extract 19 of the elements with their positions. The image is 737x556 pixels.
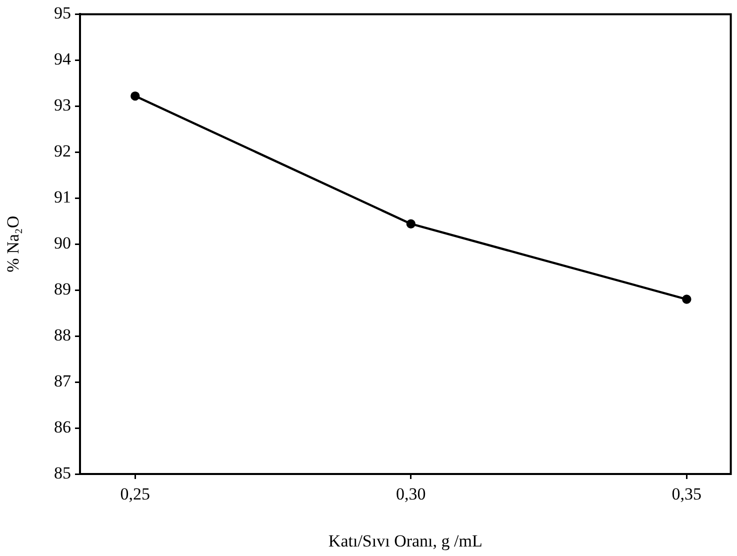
point: [682, 294, 692, 304]
x-axis-title: Katı/Sıvı Oranı, g /mL: [328, 531, 482, 550]
y-tick-label: 90: [54, 234, 71, 253]
y-tick-label: 95: [54, 4, 71, 23]
x-tick-label: 0,35: [672, 484, 702, 504]
y-tick-label: 87: [54, 372, 72, 391]
y-axis-title: % Na₂O: [4, 216, 23, 272]
y-tick-label: 88: [54, 326, 71, 345]
x-tick-label: 0,25: [120, 484, 150, 504]
y-tick-label: 89: [54, 280, 71, 299]
y-tick-label: 85: [54, 463, 71, 482]
point: [130, 91, 140, 101]
y-tick-label: 86: [54, 417, 71, 436]
x-tick-label: 0,30: [396, 484, 426, 504]
y-tick-label: 92: [54, 142, 71, 161]
y-tick-label: 94: [54, 50, 72, 69]
point: [406, 219, 416, 228]
y-tick-label: 93: [54, 96, 71, 115]
y-tick-label: 91: [54, 188, 71, 207]
